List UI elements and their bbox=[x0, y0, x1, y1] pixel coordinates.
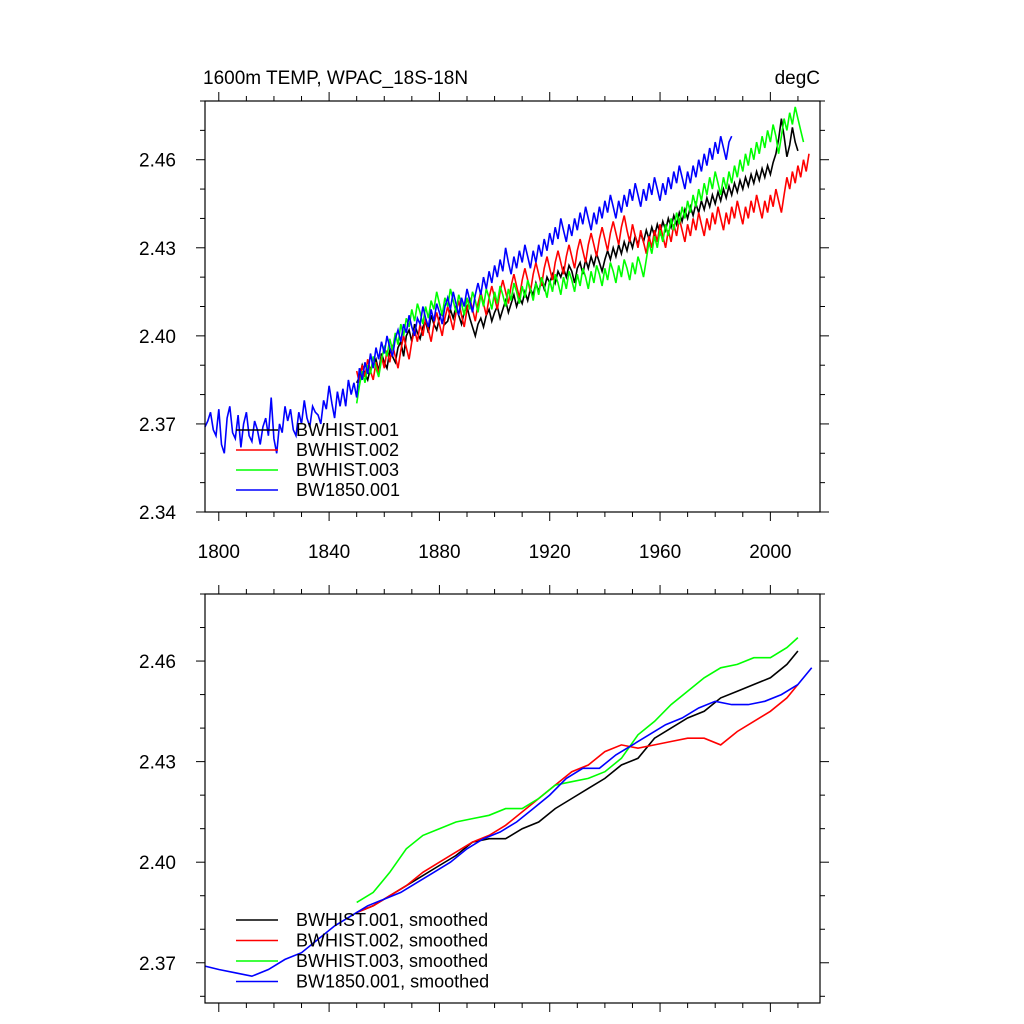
series-line-raw-bwhist-003 bbox=[355, 106, 805, 404]
series-line-smoothed-bwhist-002 bbox=[356, 683, 799, 914]
top-panel-title: 1600m TEMP, WPAC_18S-18N bbox=[203, 68, 468, 89]
x-tick-label: 1880 bbox=[418, 542, 460, 563]
legend-label: BW1850.001, smoothed bbox=[296, 972, 489, 992]
top-panel: 1600m TEMP, WPAC_18S-18N degC 1800 1840 18… bbox=[139, 68, 829, 563]
y-tick-label: 2.34 bbox=[139, 503, 176, 524]
y-tick-label: 2.46 bbox=[139, 652, 176, 673]
plot-frame bbox=[204, 593, 821, 1004]
x-tick-label: 1920 bbox=[529, 542, 571, 563]
legend-label: BWHIST.003, smoothed bbox=[296, 951, 488, 971]
y-tick-label: 2.40 bbox=[139, 853, 176, 874]
top-plot-area: 1800 1840 1880 1920 1960 2000 2.34 2.37 2.40 2.43… bbox=[139, 92, 829, 563]
y-tick-label: 2.40 bbox=[139, 327, 176, 348]
legend-label: BW1850.001 bbox=[296, 480, 400, 500]
top-panel-units: degC bbox=[775, 68, 820, 89]
legend-label: BWHIST.003 bbox=[296, 460, 399, 480]
x-tick-label: 1960 bbox=[639, 542, 681, 563]
series-line-raw-bwhist-002 bbox=[355, 153, 810, 383]
y-tick-label: 2.43 bbox=[139, 753, 176, 774]
series-line-smoothed-bw1850-001 bbox=[204, 667, 813, 978]
x-tick-label: 2000 bbox=[749, 542, 791, 563]
legend-label: BWHIST.001 bbox=[296, 420, 399, 440]
series-line-raw-bwhist-001 bbox=[355, 118, 799, 384]
y-tick-label: 2.37 bbox=[139, 415, 176, 436]
y-tick-label: 2.43 bbox=[139, 239, 176, 260]
y-tick-label: 2.46 bbox=[139, 151, 176, 172]
series-line-smoothed-bwhist-003 bbox=[356, 637, 799, 904]
series-line-smoothed-bwhist-001 bbox=[356, 650, 799, 914]
series-line-raw-bw1850-001 bbox=[204, 135, 733, 454]
y-tick-label: 2.37 bbox=[139, 954, 176, 975]
legend-label: BWHIST.002 bbox=[296, 440, 399, 460]
legend-label: BWHIST.001, smoothed bbox=[296, 910, 488, 930]
x-tick-label: 1800 bbox=[198, 542, 240, 563]
legend-label: BWHIST.002, smoothed bbox=[296, 931, 488, 951]
x-tick-label: 1840 bbox=[308, 542, 350, 563]
